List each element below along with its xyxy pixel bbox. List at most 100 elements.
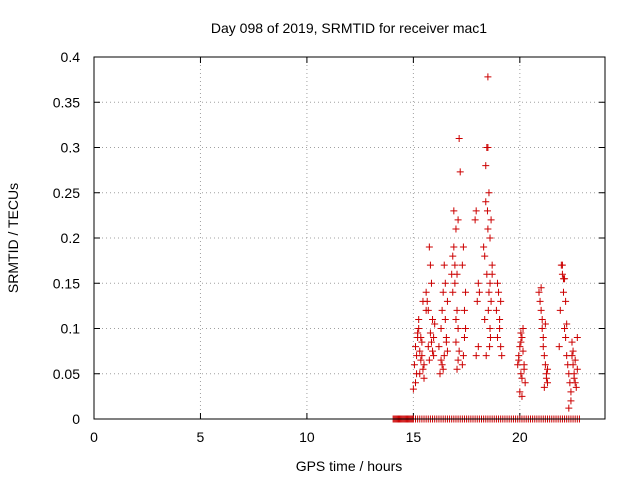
data-point [449, 252, 457, 260]
data-point [481, 252, 489, 260]
y-tick-label: 0.4 [61, 49, 81, 65]
data-point [571, 356, 579, 364]
data-point [515, 356, 523, 364]
y-tick-label: 0 [72, 411, 80, 427]
data-point [441, 315, 449, 323]
data-point [453, 365, 461, 373]
data-point [567, 397, 575, 405]
data-point [496, 315, 504, 323]
data-point [426, 329, 434, 337]
y-tick-label: 0.05 [53, 366, 80, 382]
data-point [486, 234, 494, 242]
x-tick-labels: 0 5 10 15 20 [90, 429, 528, 445]
data-point [542, 374, 550, 382]
data-point [423, 297, 431, 305]
data-point [454, 356, 462, 364]
data-point [443, 347, 451, 355]
y-tick-label: 0.25 [53, 185, 80, 201]
data-point [431, 320, 439, 328]
data-point [456, 168, 464, 176]
grid-lines [94, 57, 605, 419]
data-point [559, 288, 567, 296]
data-point [544, 365, 552, 373]
data-point [537, 284, 545, 292]
data-point [565, 404, 573, 412]
data-point [482, 162, 490, 170]
data-point [471, 216, 479, 224]
y-tick-label: 0.35 [53, 94, 80, 110]
data-point [458, 361, 466, 369]
data-point [415, 315, 423, 323]
data-point [418, 352, 426, 360]
data-point [459, 352, 467, 360]
data-point [439, 365, 447, 373]
data-point [484, 306, 492, 314]
data-point [516, 343, 524, 351]
data-point [493, 279, 501, 287]
data-point [454, 325, 462, 332]
data-point [451, 279, 459, 287]
data-point [520, 365, 528, 373]
data-point [486, 279, 494, 287]
data-point [483, 207, 491, 215]
data-point [521, 379, 529, 387]
data-point [559, 275, 567, 283]
data-point [472, 352, 480, 360]
data-point [563, 320, 571, 328]
data-point [435, 343, 443, 351]
x-tick-label: 0 [90, 429, 98, 445]
data-point [462, 325, 470, 332]
data-point [450, 207, 458, 215]
data-point [498, 352, 506, 360]
data-point [517, 338, 525, 346]
data-point [480, 243, 488, 251]
data-point [569, 361, 577, 369]
data-point [482, 198, 490, 206]
x-tick-label: 5 [197, 429, 205, 445]
x-tick-label: 10 [299, 429, 315, 445]
chart-title: Day 098 of 2019, SRMTID for receiver mac… [211, 20, 487, 36]
data-point [567, 388, 575, 396]
data-point [484, 73, 492, 81]
data-point [484, 225, 492, 233]
data-point [571, 379, 579, 387]
data-point [459, 243, 467, 251]
data-point [449, 288, 457, 296]
data-point [420, 374, 428, 382]
data-point [410, 361, 418, 369]
data-point [458, 261, 466, 269]
data-point [487, 297, 495, 305]
data-point [413, 370, 421, 378]
data-point [555, 343, 563, 351]
data-point [455, 134, 463, 142]
data-points [389, 73, 583, 423]
data-point [453, 306, 461, 314]
data-point [474, 343, 482, 351]
data-point [517, 370, 525, 378]
data-point [437, 325, 445, 332]
data-point [573, 334, 581, 342]
data-point [535, 288, 543, 296]
data-point [430, 352, 438, 360]
data-point [437, 356, 445, 364]
data-point [420, 361, 428, 369]
y-tick-label: 0.3 [61, 140, 81, 156]
data-point [442, 338, 450, 346]
data-point [539, 334, 547, 342]
data-point [485, 288, 493, 296]
data-point [418, 338, 426, 346]
data-point [452, 225, 460, 233]
data-point [453, 270, 461, 278]
data-point [426, 261, 434, 269]
data-point [417, 334, 425, 342]
data-point [438, 361, 446, 369]
data-point [473, 297, 481, 305]
data-point [572, 383, 580, 391]
data-point [415, 325, 423, 332]
data-point [537, 306, 545, 314]
data-point [539, 343, 547, 351]
data-point [419, 365, 427, 373]
data-point [425, 356, 433, 364]
data-point [486, 325, 494, 332]
